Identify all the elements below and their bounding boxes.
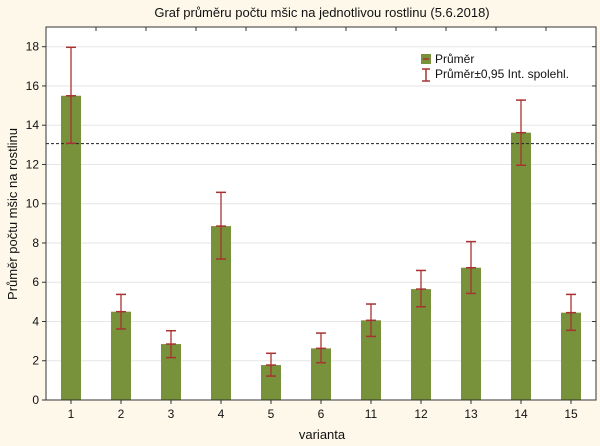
x-tick-label: 14 <box>514 407 528 421</box>
x-axis-label: varianta <box>299 427 346 442</box>
legend: Průměr Průměr±0,95 Int. spolehl. <box>421 52 569 82</box>
bar-6 <box>311 348 331 400</box>
legend-label-mean: Průměr <box>435 52 474 66</box>
x-tick-label: 5 <box>268 407 275 421</box>
y-tick-label: 4 <box>32 314 39 328</box>
x-tick-label: 2 <box>118 407 125 421</box>
bar-12 <box>411 289 431 400</box>
bar-1 <box>61 95 81 401</box>
x-tick-label: 11 <box>365 407 378 421</box>
y-axis-label: Průměr počtu mšic na rostlinu <box>5 128 20 300</box>
bar-4 <box>211 226 231 400</box>
bar-5 <box>261 365 281 400</box>
bar-14 <box>511 132 531 400</box>
x-tick-label: 6 <box>318 407 325 421</box>
legend-label-ci: Průměr±0,95 Int. spolehl. <box>435 67 569 81</box>
x-tick-label: 12 <box>414 407 428 421</box>
y-tick-label: 10 <box>26 197 40 211</box>
y-tick-label: 12 <box>26 157 40 171</box>
bar-15 <box>561 312 581 400</box>
x-tick-label: 1 <box>68 407 75 421</box>
y-tick-label: 8 <box>32 236 39 250</box>
bar-2 <box>111 311 131 400</box>
bar-11 <box>361 320 381 400</box>
y-tick-label: 16 <box>26 79 40 93</box>
y-tick-label: 0 <box>32 393 39 407</box>
x-tick-label: 13 <box>464 407 478 421</box>
y-tick-label: 14 <box>26 118 40 132</box>
x-tick-label: 4 <box>218 407 225 421</box>
chart-title: Graf průměru počtu mšic na jednotlivou r… <box>154 5 489 20</box>
y-tick-label: 18 <box>26 40 40 54</box>
bar-13 <box>461 267 481 400</box>
y-tick-label: 2 <box>32 354 39 368</box>
legend-errorbar-icon <box>422 68 430 82</box>
y-tick-label: 6 <box>32 275 39 289</box>
x-tick-label: 15 <box>564 407 578 421</box>
x-tick-label: 3 <box>168 407 175 421</box>
